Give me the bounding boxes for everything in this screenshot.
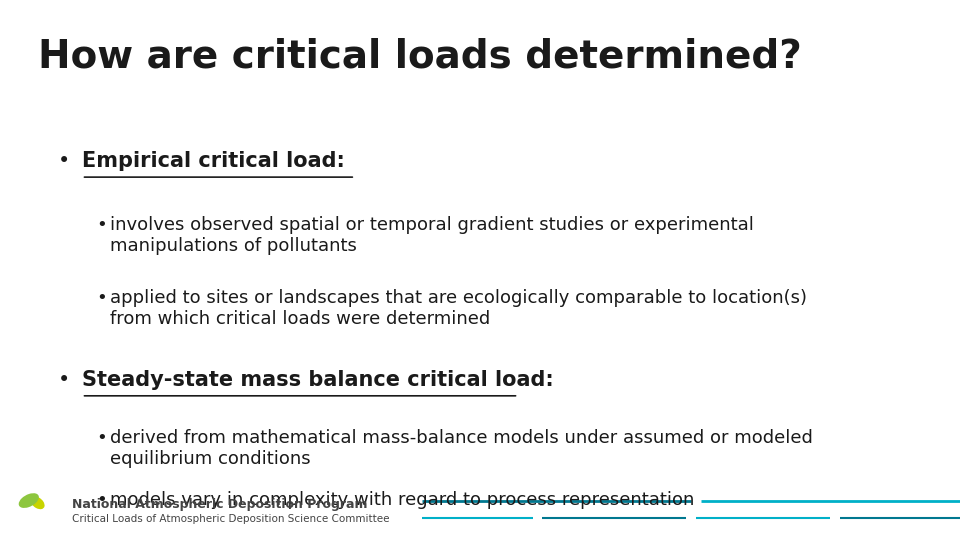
- Text: involves observed spatial or temporal gradient studies or experimental
manipulat: involves observed spatial or temporal gr…: [110, 216, 755, 255]
- Text: •: •: [58, 151, 70, 171]
- Text: Steady-state mass balance critical load:: Steady-state mass balance critical load:: [82, 370, 553, 390]
- Text: •: •: [96, 216, 107, 234]
- Text: Empirical critical load:: Empirical critical load:: [82, 151, 345, 171]
- Text: •: •: [58, 370, 70, 390]
- Text: models vary in complexity with regard to process representation: models vary in complexity with regard to…: [110, 491, 695, 509]
- Text: •: •: [96, 289, 107, 307]
- Text: Critical Loads of Atmospheric Deposition Science Committee: Critical Loads of Atmospheric Deposition…: [72, 514, 390, 524]
- Text: •: •: [96, 491, 107, 509]
- Text: •: •: [96, 429, 107, 447]
- Text: derived from mathematical mass-balance models under assumed or modeled
equilibri: derived from mathematical mass-balance m…: [110, 429, 813, 468]
- Text: How are critical loads determined?: How are critical loads determined?: [38, 38, 803, 76]
- Text: National Atmospheric Deposition Program: National Atmospheric Deposition Program: [72, 498, 368, 511]
- Text: applied to sites or landscapes that are ecologically comparable to location(s)
f: applied to sites or landscapes that are …: [110, 289, 807, 328]
